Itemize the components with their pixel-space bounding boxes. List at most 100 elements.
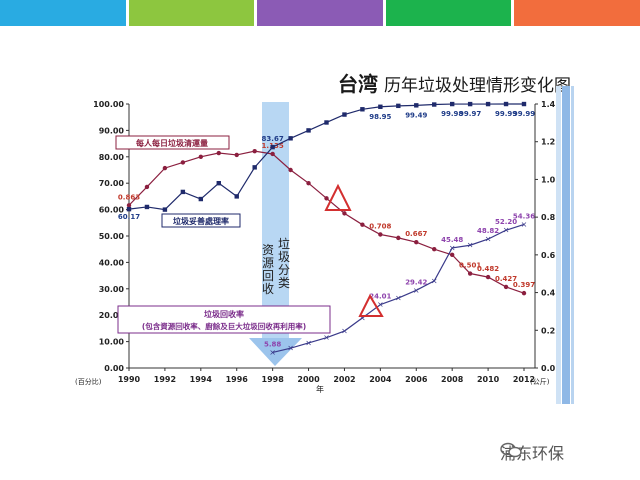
top-bar-segment-2: [128, 0, 255, 26]
left-tick-label: 50.00: [99, 232, 125, 241]
x-axis-label: 年: [316, 384, 324, 394]
series-1-point: [126, 203, 132, 208]
series-3-point: ×: [413, 286, 420, 295]
series-2-point: [449, 101, 455, 107]
right-tick-label: 0.8: [541, 213, 556, 222]
series-2-point: [503, 101, 509, 107]
data-label: 99.97: [459, 110, 481, 118]
right-tick-label: 1.0: [541, 175, 556, 184]
data-label: 0.427: [495, 275, 517, 283]
series-1-point: [378, 232, 383, 237]
left-tick-label: 100.00: [93, 100, 124, 109]
data-label: 0.482: [477, 265, 499, 273]
left-tick-label: 40.00: [99, 258, 125, 267]
series-1-point: [234, 152, 239, 158]
arrow-text-char: 回: [262, 269, 274, 283]
series-2-point: [162, 207, 168, 212]
side-stripe: [562, 86, 570, 404]
series-1-point: [198, 154, 204, 159]
x-tick-label: 2002: [333, 375, 355, 384]
series-2-point: [216, 181, 221, 186]
series-1-point: [449, 252, 455, 258]
top-color-bar: [0, 0, 640, 26]
series-2-point: [414, 103, 419, 108]
series-line-3: [272, 223, 525, 354]
series-1-point: [252, 148, 257, 154]
series-1-point: [360, 222, 365, 227]
series-2-point: [234, 194, 239, 199]
left-tick-label: 80.00: [99, 153, 125, 162]
page-title-text: 历年垃圾处理情形变化图: [384, 76, 571, 96]
x-tick-label: 2012: [513, 375, 535, 384]
data-label: 48.82: [477, 227, 499, 235]
label-box-3-line2: (包含資源回收率、廚餘及巨大垃圾回收再利用率): [142, 321, 306, 331]
series-2-point: [126, 206, 132, 212]
label-box-2-text: 垃圾妥善處理率: [173, 216, 229, 226]
label-box-1-text: 每人每日垃圾清運量: [136, 138, 208, 148]
series-3-point: ×: [431, 276, 438, 285]
series-1-point: [414, 240, 419, 245]
series-1-point: [306, 181, 311, 186]
page-title-place: 台湾: [338, 72, 378, 96]
series-2-point: [324, 120, 329, 125]
right-tick-label: 0.0: [541, 364, 556, 373]
top-bar-segment-5: [514, 0, 640, 26]
series-2-point: [306, 128, 311, 133]
series-1-point: [485, 274, 491, 280]
data-label: 0.708: [369, 222, 391, 230]
data-label: 52.20: [495, 218, 517, 226]
series-1-point: [396, 235, 401, 241]
x-tick-label: 1992: [154, 375, 176, 384]
series-3-point: ×: [359, 313, 366, 322]
right-tick-label: 1.2: [541, 138, 555, 147]
series-2-point: [180, 189, 186, 195]
left-tick-label: 60.00: [99, 206, 125, 215]
series-3-point: ×: [521, 220, 528, 229]
x-tick-label: 1990: [118, 375, 141, 384]
warning-triangle-1: [324, 183, 352, 211]
x-tick-label: 2000: [297, 375, 320, 384]
series-1-point: [288, 167, 293, 173]
series-line-2: [128, 103, 524, 211]
series-2-point: [521, 101, 527, 107]
warning-triangle-2: [358, 293, 384, 317]
series-2-point: [360, 107, 365, 112]
arrow-text-char: 收: [262, 282, 274, 296]
data-label: 5.88: [264, 340, 281, 348]
data-label: 54.36: [513, 212, 535, 220]
x-tick-label: 2006: [405, 375, 428, 384]
top-bar-segment-3: [257, 0, 383, 26]
left-tick-label: 10.00: [99, 338, 125, 347]
side-stripe: [556, 86, 561, 404]
watermark: 浦东环保: [500, 442, 630, 463]
series-2-point: [378, 104, 383, 109]
series-3-point: ×: [287, 344, 294, 353]
page-title: 台湾 历年垃圾处理情形变化图: [338, 68, 571, 96]
series-1-point: [467, 271, 473, 276]
series-3-point: ×: [377, 300, 384, 309]
arrow-text-char: 垃: [278, 236, 290, 251]
series-3-point: ×: [323, 333, 330, 342]
data-label: 24.01: [369, 293, 391, 301]
series-1-point: [324, 196, 329, 201]
data-label: 98.95: [369, 113, 391, 121]
series-2-point: [485, 101, 491, 107]
series-1-point: [521, 290, 527, 296]
data-label: 45.48: [441, 236, 463, 244]
arrow-text-char: 资: [262, 243, 274, 257]
data-label: 99.99: [513, 110, 535, 118]
label-box-3: [117, 305, 331, 334]
data-label: 99.99: [495, 110, 517, 118]
series-1-point: [216, 150, 221, 156]
x-tick-label: 1998: [262, 375, 285, 384]
x-tick-label: 2008: [441, 375, 464, 384]
series-2-point: [467, 101, 473, 107]
series-2-point: [396, 103, 401, 109]
data-label: 0.501: [459, 262, 481, 270]
series-2-point: [288, 136, 293, 141]
right-tick-label: 0.6: [541, 251, 556, 260]
left-tick-label: 30.00: [99, 285, 125, 294]
series-2-point: [270, 144, 275, 150]
series-2-point: [144, 204, 150, 210]
